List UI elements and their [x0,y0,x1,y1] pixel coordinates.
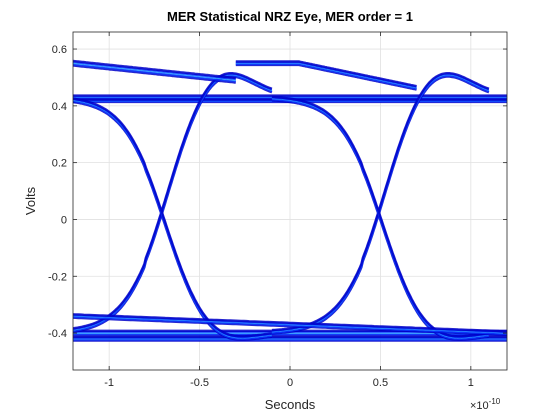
x-axis-label: Seconds [265,397,316,412]
rising-edge [73,72,273,330]
y-tick-label: 0.6 [52,44,67,56]
trace-group [73,59,507,342]
decaying-high-trace [73,64,236,84]
x-exponent-label: ×10-10 [470,397,501,412]
falling-edge [271,95,490,338]
x-tick-label: 0 [287,377,293,389]
overshoot-decay [235,63,417,90]
x-tick-label: -1 [104,377,114,389]
x-tick-label: 1 [468,377,474,389]
undershoot-decay [73,315,507,335]
axis-ticks: -1 -0.5 0 0.5 1 -0.4 -0.2 0 0.2 0.4 0.6 [48,32,507,389]
y-axis-label: Volts [23,186,38,215]
overshoot-decay [235,60,417,88]
x-exponent-base: ×10 [470,400,489,412]
decaying-high-trace [73,62,236,81]
decaying-high-trace [73,63,236,83]
x-exponent-power: -10 [489,397,501,406]
undershoot-decay [73,313,507,333]
y-tick-label: -0.2 [48,271,67,283]
chart-title: MER Statistical NRZ Eye, MER order = 1 [167,9,413,24]
x-tick-label: 0.5 [373,377,388,389]
x-tick-label: -0.5 [190,377,209,389]
decaying-high-trace [73,59,236,80]
y-tick-label: 0.4 [52,101,67,113]
y-tick-label: 0 [61,214,67,226]
eye-traces [73,59,507,342]
y-tick-label: 0.2 [52,158,67,170]
falling-edge [73,97,273,338]
y-tick-label: -0.4 [48,328,67,340]
